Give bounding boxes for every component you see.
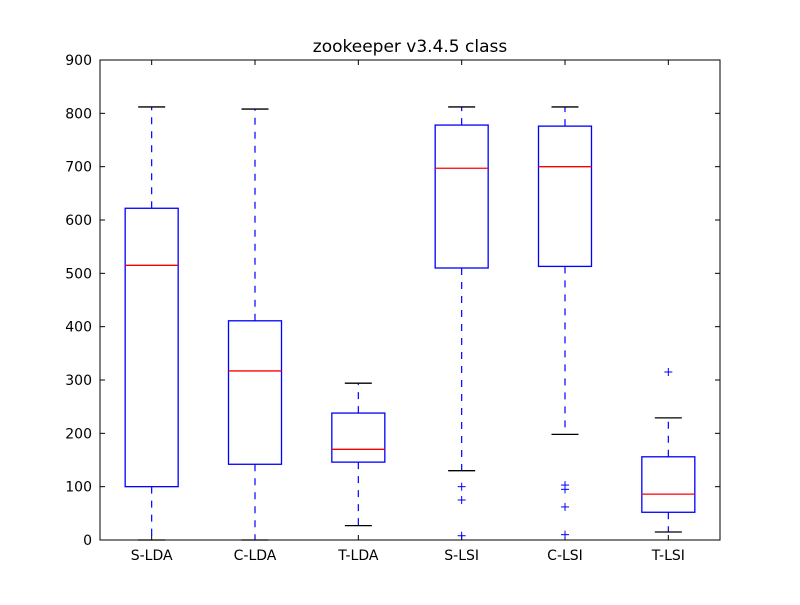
iqr-box <box>227 320 283 465</box>
box-group-c-lsi: C-LSI <box>537 60 593 564</box>
x-tick-label: C-LSI <box>547 548 583 564</box>
iqr-box <box>124 207 179 488</box>
box-group-c-lda: C-LDA <box>227 60 283 564</box>
iqr-box <box>434 124 489 269</box>
iqr-box <box>537 125 593 268</box>
outlier-point <box>561 485 569 494</box>
iqr-box <box>331 412 386 463</box>
y-tick-label: 800 <box>65 106 92 122</box>
x-tick-label: T-LDA <box>337 548 379 564</box>
box-group-s-lsi: S-LSI <box>434 60 489 564</box>
iqr-box <box>641 456 696 513</box>
y-tick-label: 0 <box>83 533 92 549</box>
x-tick-label: C-LDA <box>234 548 277 564</box>
plot-area: 0 100 200 300 400 500 600 700 800 900 S-LDA C-LDA T-… <box>65 53 720 564</box>
y-tick-label: 700 <box>65 160 92 176</box>
outlier-point <box>457 496 466 504</box>
y-tick-label: 500 <box>65 266 92 282</box>
y-tick-label: 600 <box>65 213 92 229</box>
y-tick-label: 200 <box>65 426 92 442</box>
box-group-t-lda: T-LDA <box>331 60 386 564</box>
y-tick-label: 400 <box>65 320 92 336</box>
y-tick-label: 300 <box>65 373 92 389</box>
outlier-point <box>561 502 569 511</box>
outlier-point <box>457 531 466 540</box>
outlier-point <box>561 530 569 539</box>
outlier-point <box>457 482 466 491</box>
box-group-t-lsi: T-LSI <box>641 60 696 564</box>
box-group-s-lda: S-LDA <box>124 60 179 564</box>
x-tick-label: S-LDA <box>131 548 173 564</box>
y-tick-label: 100 <box>65 480 92 496</box>
x-tick-label: T-LSI <box>651 548 685 564</box>
x-tick-label: S-LSI <box>444 548 479 564</box>
axes-frame <box>99 59 721 541</box>
y-tick-label: 900 <box>65 53 92 69</box>
outlier-point <box>664 368 673 376</box>
chart-title: zookeeper v3.4.5 class <box>313 37 508 57</box>
